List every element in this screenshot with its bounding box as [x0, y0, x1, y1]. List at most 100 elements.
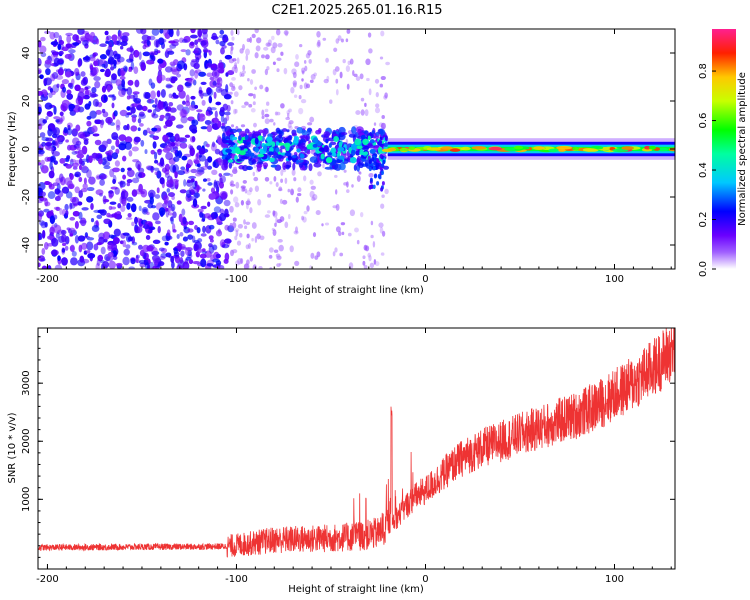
spectrogram-cell [286, 112, 290, 118]
spectrogram-cell [44, 102, 53, 110]
snr-xlabel: Height of straight line (km) [288, 584, 424, 595]
spectrogram-cell [230, 100, 234, 105]
spectrogram-cell [309, 156, 318, 163]
spectrogram-cell [88, 100, 92, 107]
y-tick-label: 40 [21, 47, 32, 60]
spectrogram-cell [367, 142, 374, 147]
spectrogram-cell [135, 29, 144, 34]
spectrogram-cell [296, 127, 304, 134]
spectrogram-cell [211, 212, 215, 220]
spectrogram-cell [39, 132, 46, 138]
spectrogram-cell [373, 135, 380, 139]
spectrogram-cell [175, 124, 184, 129]
spectrogram-ylabel: Frequency (Hz) [7, 111, 18, 187]
spectrogram-cell [368, 254, 372, 262]
spectrogram-cell [38, 40, 42, 48]
spectrogram-cell [126, 179, 133, 183]
spectrogram-cell [277, 151, 281, 155]
spectrogram-cell [226, 104, 231, 112]
spectrogram-cell [140, 139, 145, 147]
spectrogram-cell [236, 240, 242, 246]
spectrogram-cell [246, 263, 250, 269]
spectrogram-cell [132, 177, 140, 184]
spectrogram-cell [38, 68, 42, 75]
spectrogram-cell [301, 70, 305, 75]
spectrogram-cell [177, 170, 186, 176]
spectrogram-cell [315, 210, 321, 216]
spectrogram-cell [296, 159, 304, 163]
spectrogram-cell [154, 151, 158, 160]
spectrogram-cell [111, 102, 115, 109]
spectrogram-cell [112, 167, 120, 173]
spectrogram-cell [165, 84, 174, 88]
spectrogram-cell [334, 189, 338, 195]
spectrogram-cell [81, 207, 89, 211]
spectrogram-cell [362, 255, 366, 260]
spectrogram-cell [244, 135, 249, 141]
spectrogram-cell [369, 139, 375, 144]
spectrogram-cell [252, 171, 256, 177]
spectrogram-cell [114, 160, 120, 167]
spectrogram-cell [278, 262, 282, 266]
spectrogram-cell [238, 131, 247, 137]
spectrogram-cell [128, 266, 136, 269]
spectrogram-cell [309, 179, 314, 185]
spectrogram-cell [376, 181, 380, 186]
spectrogram-cell [218, 77, 223, 86]
spectrogram-cell [268, 247, 274, 253]
spectrogram-cell [158, 74, 166, 81]
spectrogram-cell [283, 142, 291, 148]
spectrogram-cell [240, 73, 245, 77]
spectrogram-cell [234, 202, 240, 208]
spectrogram-cell [189, 69, 195, 77]
spectrogram-cell [215, 253, 221, 259]
spectrogram-cell [115, 211, 122, 216]
spectrogram-cell [51, 90, 56, 96]
spectrogram-cell [121, 78, 126, 88]
spectrogram-cell [178, 243, 186, 249]
spectrogram-cell [130, 203, 137, 213]
spectrogram-cell [39, 191, 46, 197]
spectrogram-cell [373, 122, 377, 126]
spectrogram-cell [71, 78, 75, 85]
spectrogram-cell [145, 235, 151, 240]
spectrogram-cell [112, 178, 116, 185]
spectrogram-cell [97, 254, 104, 262]
spectrogram-cell [182, 261, 190, 269]
spectrogram-cell [215, 229, 223, 237]
spectrogram-cell [101, 85, 107, 93]
spectrogram-cell [375, 92, 379, 98]
colorbar-tick-label: 0.2 [698, 212, 709, 228]
spectrogram-cell [95, 262, 100, 269]
spectrogram-cell [305, 83, 311, 89]
spectrogram-cell [192, 50, 200, 54]
spectrogram-cell [211, 141, 216, 148]
spectrogram-cell [378, 139, 383, 145]
spectrogram-cell [86, 237, 95, 241]
spectrogram-cell [53, 57, 61, 67]
spectrogram-cell [325, 138, 329, 144]
spectrogram-cell [174, 171, 178, 179]
spectrogram-cell [52, 151, 60, 157]
spectrogram-cell [254, 147, 260, 153]
spectrogram-cell [165, 252, 172, 258]
spectrogram-cell [317, 128, 322, 133]
spectrogram-cell [166, 188, 171, 193]
spectrogram-cell [64, 177, 73, 186]
spectrogram-cell [248, 103, 253, 108]
spectrogram-cell [346, 29, 351, 34]
spectrogram-cell [323, 144, 329, 152]
spectrogram-cell [230, 173, 233, 177]
spectrogram-cell [135, 171, 143, 179]
spectrogram-cell [282, 128, 288, 132]
spectrogram-cell [45, 68, 51, 76]
spectrogram-cell [103, 198, 110, 203]
spectrogram-cell [148, 130, 156, 135]
spectrogram-cell [266, 42, 272, 47]
spectrogram-cell [207, 182, 213, 186]
spectrogram-cell [219, 175, 226, 184]
spectrogram-cell [152, 108, 157, 116]
spectrogram-cell [164, 134, 169, 141]
spectrogram-cell [120, 45, 124, 50]
